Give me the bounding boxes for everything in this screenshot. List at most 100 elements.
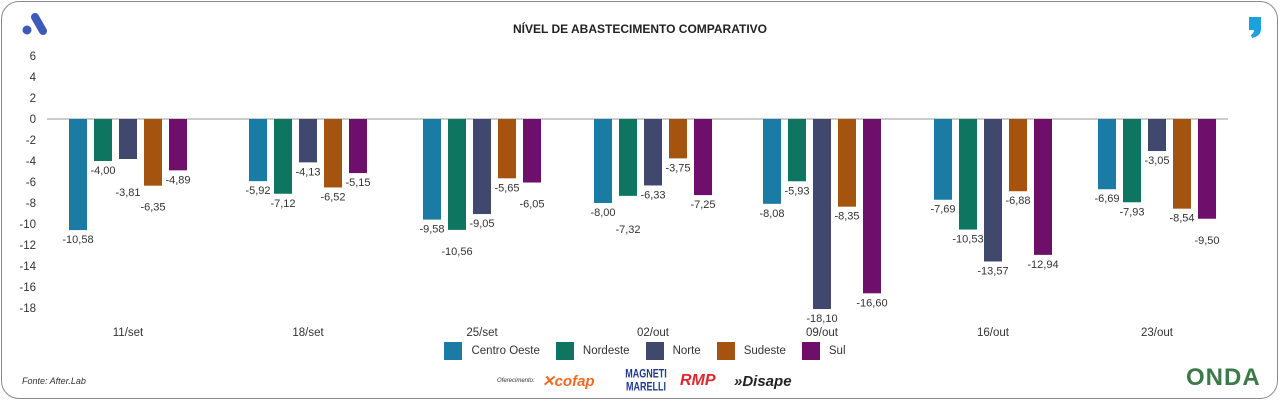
data-label: -7,32 [615,224,640,236]
bar-sul [1198,119,1216,219]
legend-label: Sul [828,345,846,357]
data-label: -5,65 [494,182,519,194]
data-label: -9,50 [1194,235,1219,247]
legend-item: Nordeste [555,342,630,360]
y-tick-label: -12 [19,240,36,252]
legend-swatch [555,342,574,360]
bar-nordeste [274,119,292,194]
data-label: -6,33 [640,189,665,201]
data-label: -6,69 [1094,193,1119,205]
data-label: -4,13 [295,166,320,178]
legend-label: Norte [672,345,701,357]
data-label: -4,89 [165,174,190,186]
legend-swatch [801,342,820,360]
legend-item: Sul [801,342,846,360]
source-note: Fonte: After.Lab [22,376,86,386]
data-label: -6,52 [320,191,345,203]
bar-norte [813,119,831,310]
sponsor-rmp-logo: RMP [680,372,716,389]
data-label: -5,93 [784,185,809,197]
legend-item: Sudeste [716,342,786,360]
bar-centro-oeste [69,119,87,231]
bar-nordeste [448,119,466,230]
data-label: -6,88 [1005,195,1030,207]
y-tick-label: -4 [26,156,37,168]
x-tick-label: 16/out [977,327,1010,339]
onda-logo: ONDA [1186,364,1261,391]
bar-sudeste [1173,119,1191,209]
data-label: -8,54 [1169,213,1194,225]
data-label: -8,00 [590,207,615,219]
data-label: -8,08 [759,208,784,220]
data-label: -9,05 [469,218,494,230]
legend-label: Centro Oeste [471,345,540,357]
data-label: -6,35 [140,202,165,214]
legend-label: Sudeste [743,345,786,357]
data-label: -9,58 [419,224,444,236]
bar-chart: 6 4 2 0 -2 -4 -6 -8 -10 -12 -14 -16 -18 11/set 18/set 2… [19,51,1228,339]
data-label: -12,94 [1027,259,1058,271]
bar-sul [694,119,712,196]
legend-item: Centro Oeste [444,342,540,360]
brand-a-logo-icon [22,13,47,35]
bar-centro-oeste [249,119,267,182]
data-label: -7,25 [690,199,715,211]
bar-nordeste [94,119,112,161]
bar-centro-oeste [594,119,612,203]
legend-swatch [444,342,463,360]
legend-swatch [716,342,735,360]
data-label: -5,15 [345,177,370,189]
bar-norte [473,119,491,215]
data-label: -7,69 [930,204,955,216]
y-tick-label: -14 [19,261,36,273]
data-label: -18,10 [806,313,837,325]
bar-sul [1034,119,1052,255]
data-label: -7,93 [1119,206,1144,218]
x-tick-label: 09/out [806,327,839,339]
bar-sul [169,119,187,171]
legend-label: Nordeste [582,345,630,357]
bar-centro-oeste [1098,119,1116,190]
legend: Centro Oeste Nordeste Norte Sudeste Sul [0,342,1280,360]
legend-swatch [645,342,664,360]
bar-norte [984,119,1002,262]
data-label: -7,12 [270,198,295,210]
bar-sudeste [324,119,342,188]
legend-item: Norte [645,342,701,360]
data-label: -16,60 [856,297,887,309]
bar-sudeste [144,119,162,186]
bar-centro-oeste [763,119,781,204]
bar-centro-oeste [423,119,441,220]
y-tick-label: -6 [26,177,36,189]
bar-sudeste [1009,119,1027,192]
bar-centro-oeste [934,119,952,200]
bar-sul [523,119,541,183]
x-tick-label: 23/out [1141,327,1174,339]
sponsor-disape-logo: »Disape [734,373,792,390]
y-tick-label: 0 [30,114,36,126]
bar-sul [349,119,367,174]
bar-nordeste [959,119,977,230]
bar-norte [299,119,317,163]
x-tick-label: 18/set [292,327,324,339]
data-label: -10,53 [952,234,983,246]
data-label: -3,81 [115,187,140,199]
data-label: -10,56 [441,246,472,258]
bar-sudeste [498,119,516,179]
y-tick-label: 4 [30,72,37,84]
bar-norte [119,119,137,160]
bar-sul [863,119,881,294]
y-tick-label: 2 [30,93,36,105]
data-label: -13,57 [977,265,1008,277]
y-tick-label: -10 [19,219,36,231]
y-tick-label: -8 [26,198,36,210]
bar-norte [1148,119,1166,152]
data-label: -4,00 [90,165,115,177]
sponsor-magneti-marelli-logo: MAGNETI MARELLI [625,367,667,393]
data-label: -8,35 [834,211,859,223]
bar-sudeste [838,119,856,207]
y-tick-label: -2 [26,135,36,147]
x-tick-label: 25/set [466,327,498,339]
data-label: -10,58 [62,234,93,246]
y-tick-label: -16 [19,282,36,294]
